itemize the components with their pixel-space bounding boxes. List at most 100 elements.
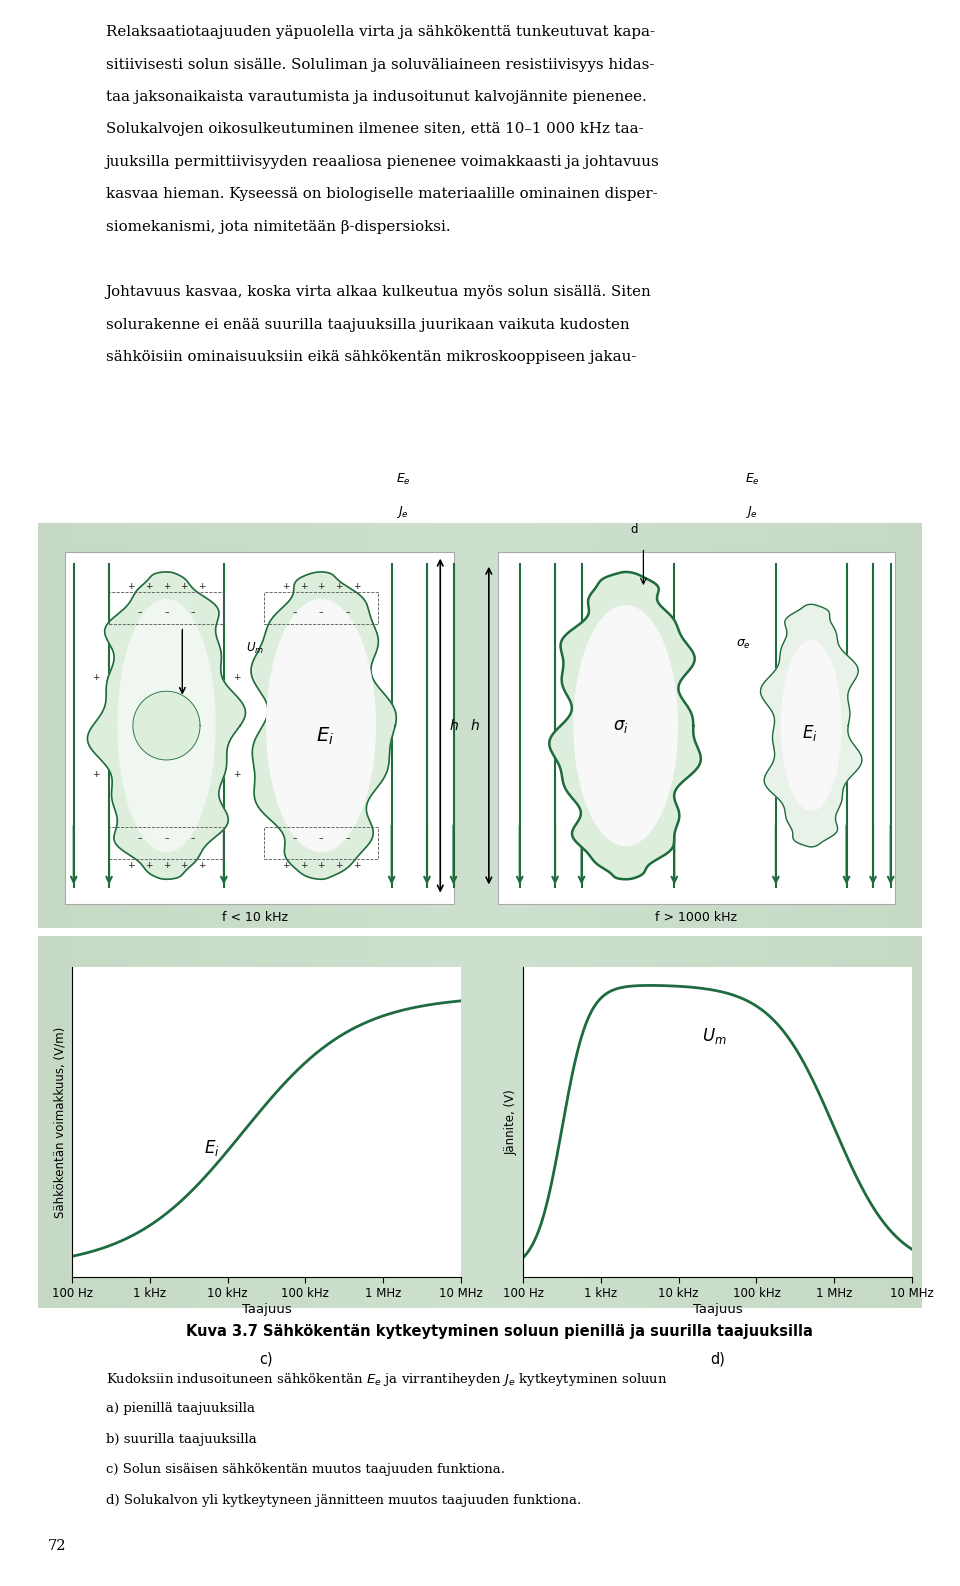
Bar	[449, 936, 453, 1308]
Bar	[193, 523, 198, 928]
Bar	[365, 523, 370, 928]
Bar	[696, 936, 701, 1308]
Text: solurakenne ei enää suurilla taajuuksilla juurikaan vaikuta kudosten: solurakenne ei enää suurilla taajuuksill…	[106, 317, 629, 331]
Bar	[303, 936, 308, 1308]
Text: –: –	[164, 834, 169, 844]
Bar	[47, 523, 52, 928]
Bar	[493, 936, 497, 1308]
Bar	[471, 936, 475, 1308]
Text: –: –	[346, 607, 349, 617]
Bar	[758, 936, 762, 1308]
Bar	[154, 523, 157, 928]
Bar	[242, 523, 246, 928]
Bar	[56, 936, 60, 1308]
Bar	[560, 523, 564, 928]
Text: d) Solukalvon yli kytkeytyneen jännitteen muutos taajuuden funktiona.: d) Solukalvon yli kytkeytyneen jännittee…	[106, 1494, 581, 1507]
Bar	[378, 523, 383, 928]
Text: +: +	[198, 861, 205, 869]
Bar	[453, 936, 458, 1308]
Text: a) pienillä taajuuksilla: a) pienillä taajuuksilla	[106, 1402, 254, 1415]
Text: c): c)	[259, 1351, 274, 1366]
Bar	[687, 523, 692, 928]
Bar	[100, 936, 105, 1308]
Polygon shape	[118, 600, 215, 852]
Bar	[891, 523, 895, 928]
Bar	[582, 523, 586, 928]
Bar	[608, 936, 612, 1308]
Bar	[162, 936, 166, 1308]
Bar	[176, 936, 180, 1308]
Bar	[533, 523, 538, 928]
Bar	[118, 936, 122, 1308]
Bar	[709, 936, 714, 1308]
Bar	[232, 523, 237, 928]
Text: +: +	[352, 861, 360, 869]
Bar	[507, 936, 511, 1308]
Bar	[83, 523, 87, 928]
Text: Johtavuus kasvaa, koska virta alkaa kulkeutua myös solun sisällä. Siten: Johtavuus kasvaa, koska virta alkaa kulk…	[106, 285, 651, 300]
Bar	[352, 523, 356, 928]
Bar	[803, 523, 806, 928]
Bar	[582, 936, 586, 1308]
Bar	[453, 523, 458, 928]
Bar	[188, 523, 193, 928]
Bar	[220, 523, 224, 928]
Bar	[206, 523, 210, 928]
Bar	[109, 936, 113, 1308]
Bar	[480, 523, 485, 928]
Bar	[254, 936, 259, 1308]
Bar	[811, 936, 816, 1308]
Text: +: +	[162, 582, 170, 590]
Bar	[652, 936, 657, 1308]
Bar	[232, 936, 237, 1308]
Bar	[706, 523, 709, 928]
Bar	[551, 523, 555, 928]
Bar	[387, 936, 392, 1308]
Bar	[701, 936, 706, 1308]
Bar	[767, 936, 772, 1308]
Bar	[60, 936, 65, 1308]
Bar	[806, 936, 811, 1308]
Text: $h$: $h$	[470, 718, 480, 733]
Text: +: +	[300, 582, 307, 590]
Text: $\boldsymbol{E_i}$: $\boldsymbol{E_i}$	[317, 726, 334, 747]
Bar	[60, 523, 65, 928]
Bar	[714, 523, 718, 928]
Bar	[246, 523, 251, 928]
Bar	[210, 523, 215, 928]
Bar	[604, 936, 608, 1308]
Bar	[811, 523, 816, 928]
Y-axis label: Sähkökentän voimakkuus, (V/m): Sähkökentän voimakkuus, (V/m)	[54, 1026, 66, 1218]
Bar	[210, 936, 215, 1308]
Bar	[767, 523, 772, 928]
Bar	[657, 936, 661, 1308]
Bar	[135, 936, 140, 1308]
Bar	[670, 936, 674, 1308]
Text: $U_m$: $U_m$	[702, 1026, 727, 1045]
Bar	[679, 936, 684, 1308]
Bar	[65, 523, 69, 928]
Bar	[551, 936, 555, 1308]
Bar	[38, 936, 43, 1308]
Text: –: –	[319, 607, 324, 617]
Bar	[670, 523, 674, 928]
Bar	[414, 936, 419, 1308]
Bar	[444, 523, 449, 928]
Bar	[590, 523, 595, 928]
Bar	[414, 523, 419, 928]
Bar	[431, 523, 436, 928]
Bar	[855, 523, 860, 928]
Bar	[206, 936, 210, 1308]
Bar	[157, 936, 162, 1308]
Bar	[140, 936, 144, 1308]
Bar	[312, 936, 317, 1308]
Bar	[361, 523, 365, 928]
Bar	[135, 523, 140, 928]
Bar	[109, 826, 224, 860]
Bar	[913, 523, 917, 928]
Bar	[127, 936, 132, 1308]
Bar	[290, 936, 295, 1308]
Y-axis label: Jännite, (V): Jännite, (V)	[505, 1090, 517, 1155]
Bar	[674, 936, 679, 1308]
Bar	[754, 936, 758, 1308]
